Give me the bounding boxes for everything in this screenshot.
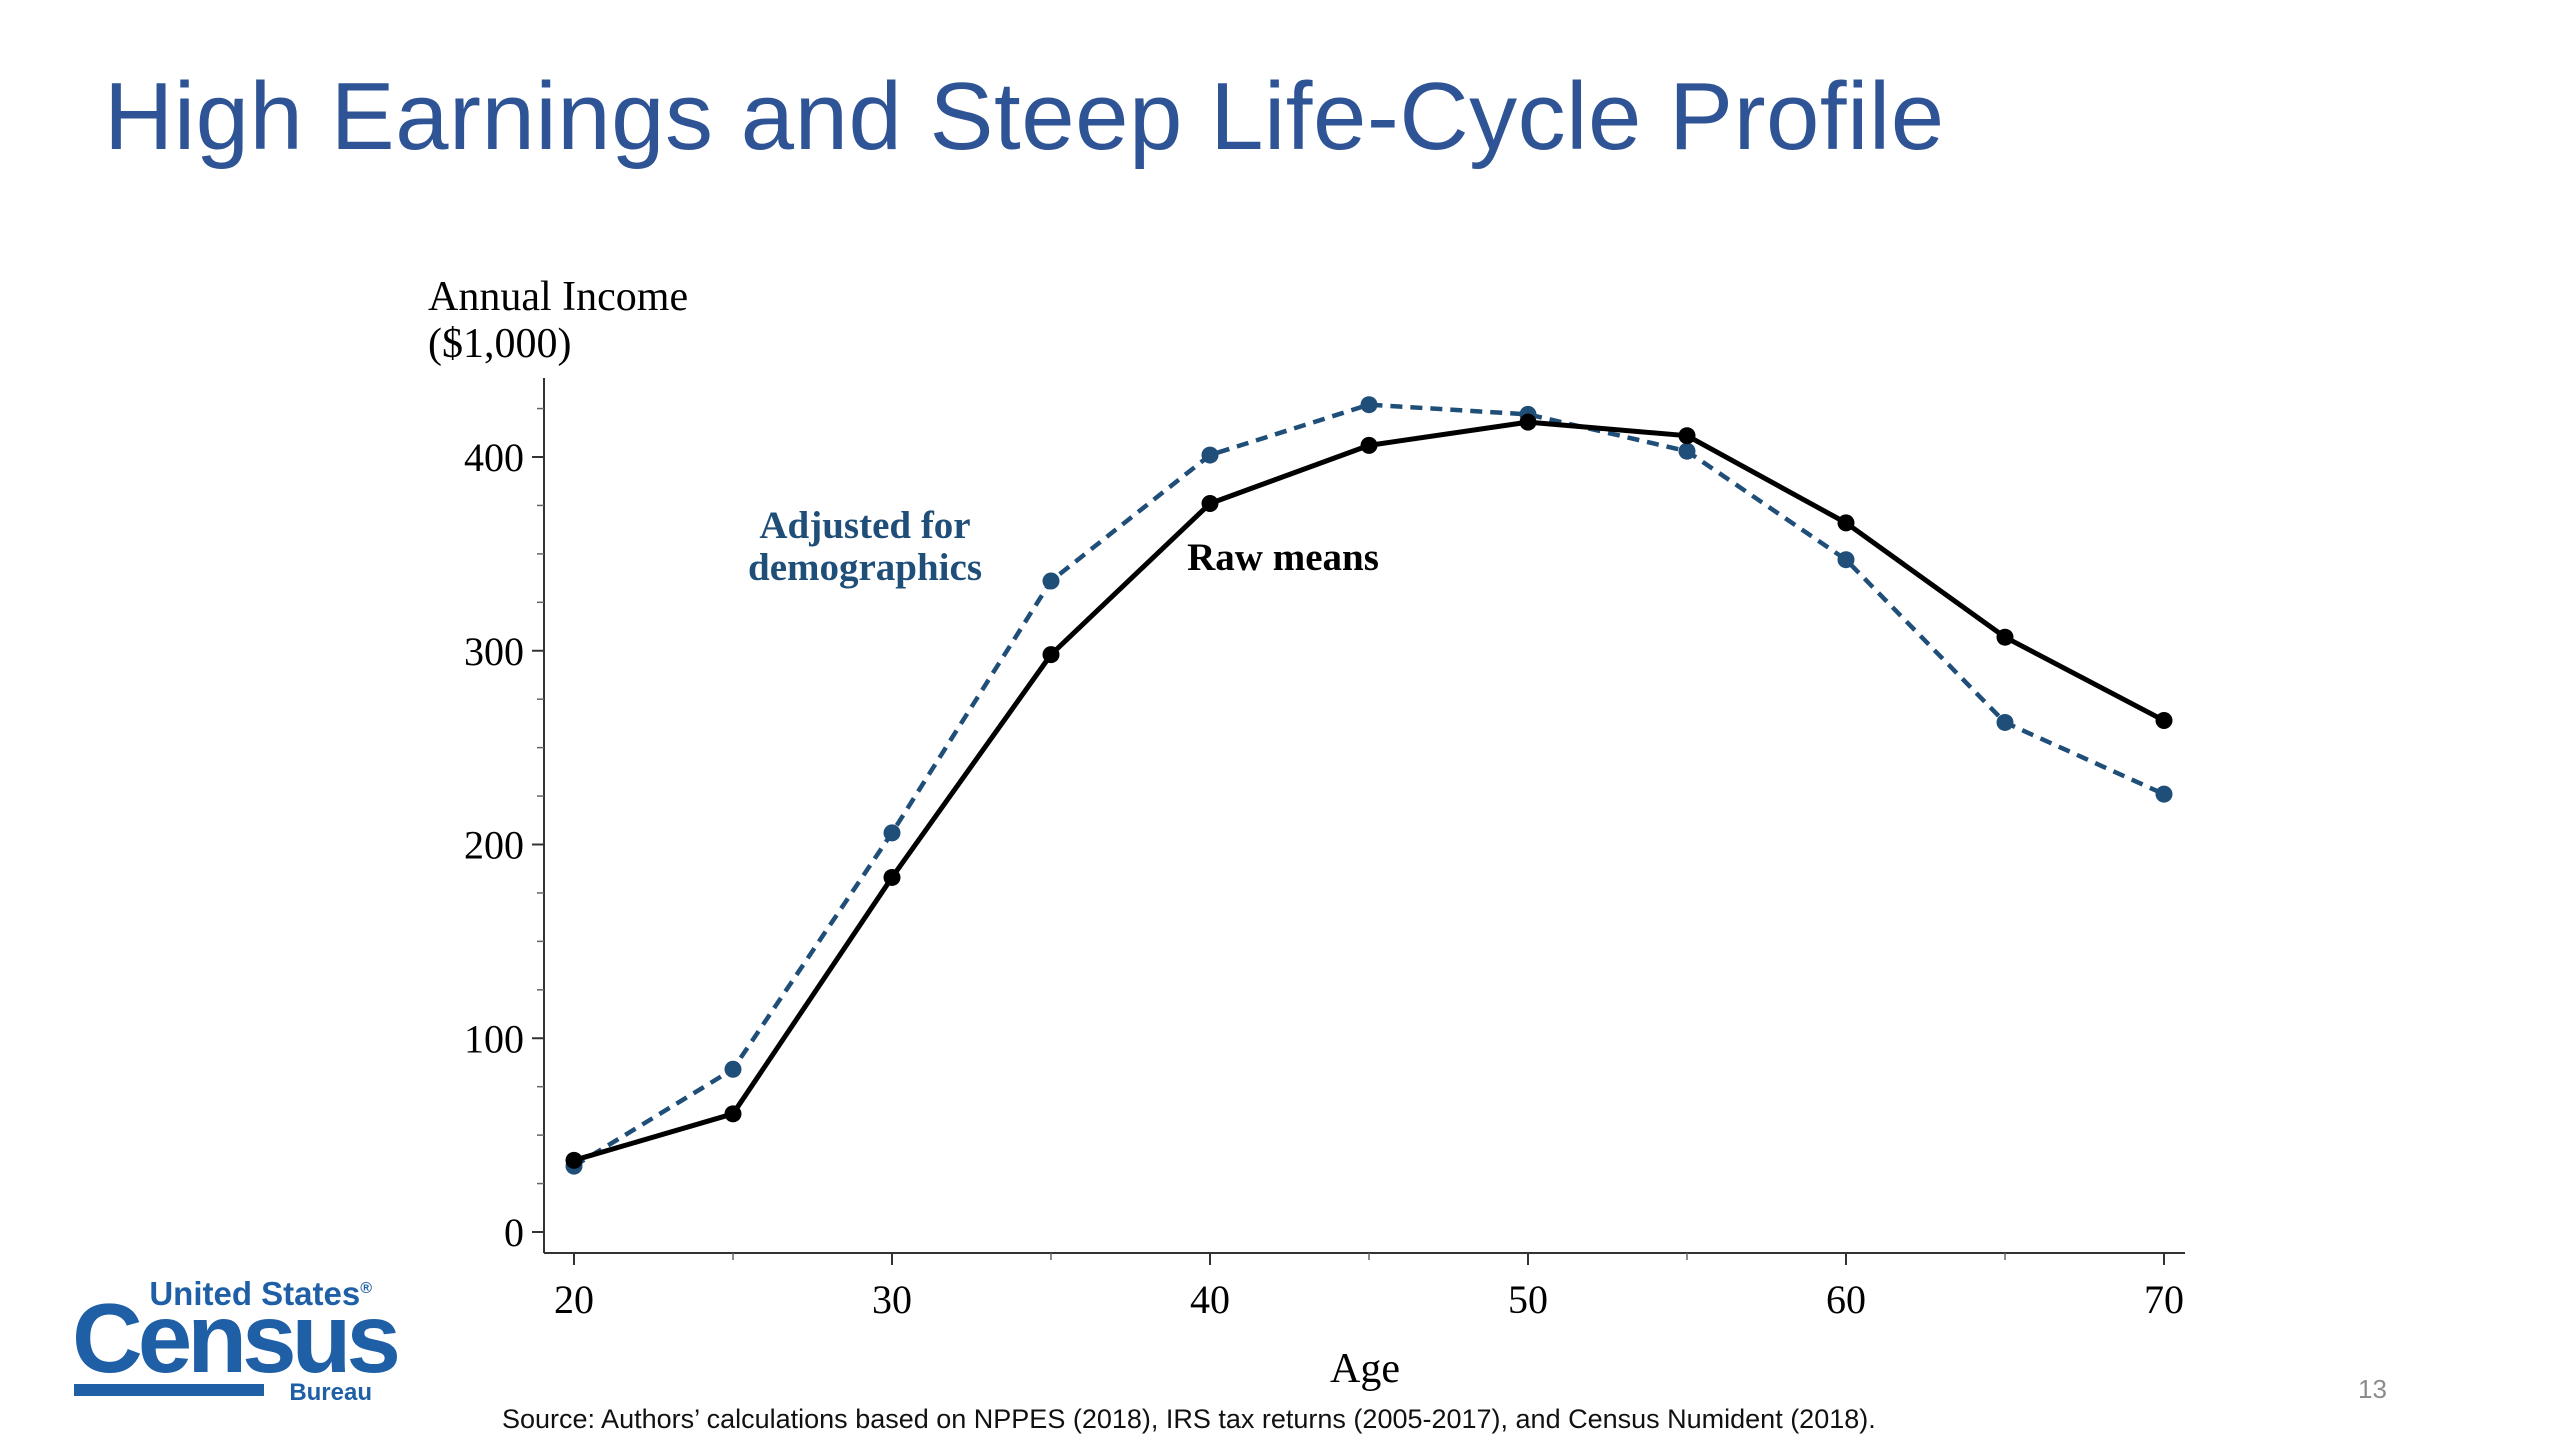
census-bureau-logo: United States® Census Bureau [72, 1275, 401, 1406]
logo-top-text: United States® [149, 1275, 372, 1312]
x-tick-label: 50 [1508, 1277, 1548, 1322]
data-point-raw-means [565, 1151, 583, 1169]
data-point-adjusted-for-demographics [1201, 446, 1219, 464]
data-point-adjusted-for-demographics [1678, 442, 1696, 460]
data-point-raw-means [1837, 514, 1855, 532]
x-tick-label: 60 [1826, 1277, 1866, 1322]
y-tick-label: 200 [464, 823, 524, 868]
x-tick-label: 70 [2144, 1277, 2184, 1322]
data-point-adjusted-for-demographics [1837, 551, 1855, 569]
logo-wordmark: Census [72, 1283, 401, 1393]
data-point-raw-means [1519, 413, 1537, 431]
slide-title: High Earnings and Steep Life-Cycle Profi… [104, 63, 1945, 170]
x-tick-label: 20 [554, 1277, 594, 1322]
annotation-line: demographics [748, 546, 982, 589]
series-line-adjusted-for-demographics [572, 402, 2165, 1169]
logo-sub-text: Bureau [289, 1379, 372, 1406]
x-axis-label: Age [1330, 1346, 1400, 1392]
registered-mark: ® [360, 1280, 372, 1297]
data-point-raw-means [724, 1105, 742, 1123]
annotation-adjusted-for-demographics: Adjusted for demographics [748, 504, 982, 589]
x-tick-label: 40 [1190, 1277, 1230, 1322]
data-point-raw-means [1042, 646, 1060, 664]
data-point-adjusted-for-demographics [2155, 785, 2173, 803]
y-axis-unit: ($1,000) [428, 321, 571, 367]
y-tick-label: 400 [464, 435, 524, 480]
data-point-raw-means [1201, 495, 1219, 512]
page-number: 13 [2358, 1374, 2387, 1404]
data-point-adjusted-for-demographics [724, 1060, 742, 1078]
y-tick-label: 0 [504, 1210, 524, 1255]
data-point-raw-means [883, 868, 901, 886]
data-point-raw-means [2155, 712, 2173, 729]
x-tick-label: 30 [872, 1277, 912, 1322]
data-point-adjusted-for-demographics [883, 824, 901, 842]
data-point-adjusted-for-demographics [1042, 572, 1060, 590]
data-point-raw-means [1678, 427, 1696, 445]
annotation-line: Adjusted for [759, 504, 970, 547]
data-point-adjusted-for-demographics [1996, 713, 2014, 731]
data-point-adjusted-for-demographics [1360, 396, 1378, 414]
data-point-raw-means [1996, 628, 2014, 646]
annotation-line: Raw means [1187, 536, 1379, 579]
y-tick-label: 100 [464, 1016, 524, 1061]
source-note: Source: Authors’ calculations based on N… [502, 1404, 1876, 1434]
y-axis-label: Annual Income [428, 274, 688, 320]
data-point-raw-means [1360, 436, 1378, 454]
y-tick-label: 300 [464, 629, 524, 674]
annotation-raw-means: Raw means [1187, 536, 1379, 579]
logo-underline-bar [74, 1384, 264, 1396]
